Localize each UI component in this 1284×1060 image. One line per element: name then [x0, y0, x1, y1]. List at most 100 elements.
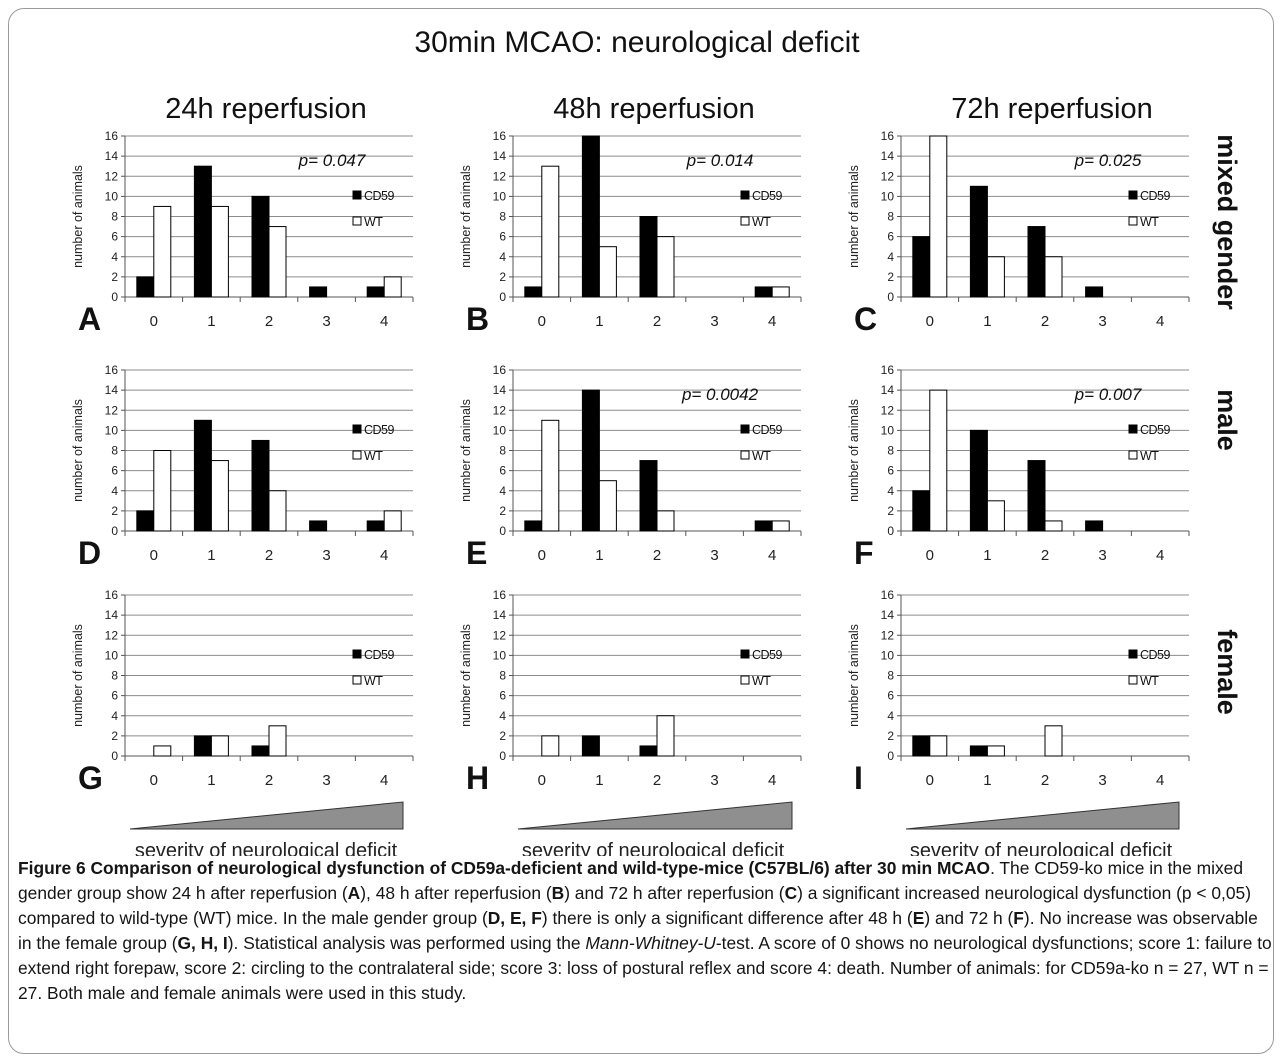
- y-tick-label: 6: [499, 230, 506, 244]
- legend-label-wt: WT: [364, 449, 383, 463]
- y-axis-label: number of animals: [459, 165, 473, 268]
- x-tick-label: 1: [207, 772, 215, 789]
- y-tick-label: 6: [887, 689, 894, 703]
- y-tick-label: 2: [499, 729, 506, 743]
- y-axis-label: number of animals: [459, 624, 473, 727]
- panel-letter-h: H: [466, 760, 489, 796]
- bar-cd59-score-3: [1085, 286, 1104, 298]
- caption-ref: A: [347, 883, 361, 903]
- severity-wedge-3: [905, 801, 1180, 830]
- col-title-24h: 24h reperfusion: [165, 93, 367, 125]
- y-tick-label: 12: [493, 403, 507, 417]
- legend-label-cd59: CD59: [364, 423, 395, 437]
- legend-swatch-wt: [352, 216, 362, 226]
- bar-wt-score-0: [929, 735, 948, 757]
- y-tick-label: 12: [105, 628, 119, 642]
- x-tick-label: 2: [653, 772, 661, 789]
- legend-label-cd59: CD59: [752, 648, 783, 662]
- y-tick-label: 8: [887, 669, 894, 683]
- legend-label-cd59: CD59: [364, 648, 395, 662]
- bar-wt-score-2: [656, 715, 675, 757]
- bar-cd59-score-1: [581, 735, 600, 757]
- x-tick-label: 1: [983, 772, 991, 789]
- y-tick-label: 8: [887, 210, 894, 224]
- bar-wt-score-1: [210, 205, 229, 298]
- x-tick-label: 1: [595, 313, 603, 330]
- x-tick-label: 4: [768, 547, 776, 564]
- y-tick-label: 16: [881, 363, 895, 377]
- bar-cd59-score-0: [524, 286, 543, 298]
- bar-wt-score-0: [541, 735, 560, 757]
- bar-cd59-score-0: [912, 236, 931, 298]
- bar-cd59-score-2: [251, 745, 270, 757]
- bar-wt-score-0: [541, 165, 560, 298]
- x-tick-label: 3: [710, 313, 718, 330]
- bar-cd59-score-4: [754, 286, 773, 298]
- legend-label-wt: WT: [1140, 215, 1159, 229]
- y-tick-label: 12: [881, 169, 895, 183]
- x-tick-label: 1: [983, 547, 991, 564]
- x-tick-label: 0: [926, 313, 934, 330]
- y-tick-label: 16: [493, 363, 507, 377]
- bar-cd59-score-2: [1027, 226, 1046, 298]
- y-tick-label: 0: [111, 749, 118, 763]
- y-tick-label: 16: [105, 363, 119, 377]
- x-tick-label: 3: [322, 772, 330, 789]
- bar-cd59-score-3: [309, 520, 328, 532]
- x-tick-label: 2: [1041, 547, 1049, 564]
- figure-frame: [8, 8, 1274, 1054]
- y-tick-label: 0: [111, 524, 118, 538]
- panel-letter-e: E: [466, 535, 487, 571]
- y-tick-label: 8: [111, 444, 118, 458]
- y-tick-label: 8: [111, 669, 118, 683]
- severity-label-1: severity of neurological deficit: [135, 840, 398, 856]
- y-tick-label: 10: [105, 189, 119, 203]
- bar-cd59-score-2: [1027, 460, 1046, 532]
- caption-text: ) and 72 h after reperfusion (: [564, 883, 785, 903]
- x-tick-label: 0: [150, 313, 158, 330]
- x-tick-label: 4: [1156, 547, 1164, 564]
- bar-wt-score-2: [656, 236, 675, 298]
- caption-test-name: Mann-Whitney-U: [585, 933, 716, 953]
- y-tick-label: 2: [499, 504, 506, 518]
- legend-swatch-wt: [1128, 450, 1138, 460]
- y-tick-label: 16: [105, 129, 119, 143]
- legend-swatch-wt: [352, 675, 362, 685]
- caption-ref: D, E, F: [487, 908, 542, 928]
- col-title-48h: 48h reperfusion: [553, 93, 755, 125]
- legend-label-wt: WT: [364, 674, 383, 688]
- bar-cd59-score-0: [912, 490, 931, 532]
- y-tick-label: 0: [111, 290, 118, 304]
- legend-swatch-wt: [352, 450, 362, 460]
- bar-wt-score-4: [771, 286, 790, 298]
- y-tick-label: 14: [105, 383, 119, 397]
- legend-swatch-cd59: [352, 424, 362, 434]
- y-axis-label: number of animals: [847, 165, 861, 268]
- legend-swatch-cd59: [1128, 190, 1138, 200]
- y-tick-label: 14: [881, 383, 895, 397]
- panel-letter-f: F: [854, 535, 874, 571]
- x-tick-label: 0: [538, 313, 546, 330]
- y-tick-label: 8: [499, 444, 506, 458]
- caption-text: ). No increase was observable in the fem…: [18, 908, 1258, 953]
- bar-wt-score-2: [1044, 520, 1063, 532]
- caption-ref: C: [784, 883, 798, 903]
- y-tick-label: 6: [499, 689, 506, 703]
- bar-cd59-score-2: [639, 216, 658, 298]
- row-label-male: male: [1212, 389, 1242, 451]
- caption-text: ) there is only a significant difference…: [541, 908, 913, 928]
- legend-label-wt: WT: [1140, 674, 1159, 688]
- bar-wt-score-0: [153, 745, 172, 757]
- bar-cd59-score-3: [309, 286, 328, 298]
- legend-swatch-cd59: [740, 424, 750, 434]
- y-tick-label: 16: [881, 588, 895, 602]
- y-tick-label: 2: [111, 729, 118, 743]
- severity-label-2: severity of neurological deficit: [522, 840, 785, 856]
- y-tick-label: 2: [111, 504, 118, 518]
- x-tick-label: 3: [1098, 772, 1106, 789]
- y-tick-label: 0: [887, 749, 894, 763]
- legend-swatch-wt: [740, 450, 750, 460]
- y-tick-label: 4: [887, 709, 894, 723]
- y-tick-label: 6: [111, 230, 118, 244]
